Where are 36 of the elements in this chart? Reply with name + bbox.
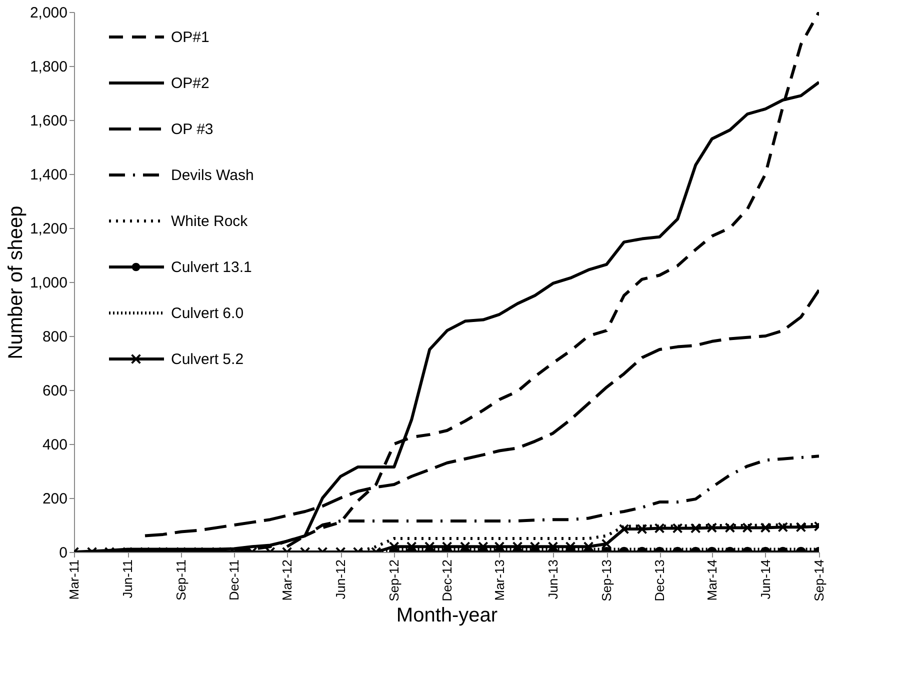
legend-label: Culvert 6.0 [171, 305, 244, 322]
x-tick-label: Jun-12 [333, 560, 348, 600]
x-axis-title: Month-year [396, 604, 498, 626]
x-tick-label: Jun-14 [758, 560, 773, 600]
x-tick-label: Sep-12 [386, 560, 402, 602]
y-tick-label: 200 [42, 490, 68, 508]
y-tick-label: 1,800 [30, 58, 68, 76]
x-tick-label: Mar-12 [280, 560, 295, 601]
x-tick-label: Mar-13 [492, 560, 507, 601]
x-tick-label: Sep-14 [812, 560, 826, 602]
y-tick-label: 0 [59, 544, 68, 562]
y-tick-label: 600 [42, 382, 68, 400]
y-tick-label: 1,400 [30, 166, 68, 184]
y-tick-label: 1,600 [30, 112, 68, 130]
x-tick-label: Dec-12 [440, 560, 455, 602]
y-axis-title: Number of sheep [4, 206, 27, 360]
legend-label: OP#1 [171, 29, 210, 46]
x-tick-label: Mar-11 [66, 560, 82, 600]
legend-label: OP #3 [171, 121, 214, 138]
x-tick-label: Dec-13 [652, 560, 668, 602]
x-tick-label: Jun-11 [120, 560, 136, 598]
y-tick-label: 800 [42, 328, 68, 346]
legend-label: OP#2 [171, 75, 210, 92]
x-tick-label: Sep-11 [174, 560, 189, 600]
x-tick-label: Jun-13 [546, 560, 561, 600]
legend-label: Culvert 13.1 [171, 259, 252, 276]
legend-label: Devils Wash [171, 167, 254, 184]
y-tick-label: 400 [42, 436, 68, 454]
x-tick-label: Sep-13 [599, 560, 614, 602]
y-tick-label: 1,000 [30, 274, 68, 292]
x-tick-label: Dec-11 [226, 560, 242, 600]
legend-label: Culvert 5.2 [171, 351, 244, 368]
x-tick-label: Mar-14 [704, 560, 720, 601]
y-tick-label: 1,200 [30, 220, 68, 238]
y-tick-label: 2,000 [30, 4, 68, 22]
legend-label: White Rock [171, 213, 248, 230]
